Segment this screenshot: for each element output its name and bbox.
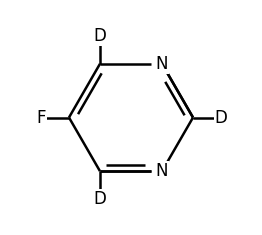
Text: F: F	[36, 109, 46, 126]
Text: D: D	[94, 190, 106, 208]
Text: N: N	[156, 162, 168, 180]
Text: D: D	[94, 27, 106, 45]
Text: N: N	[156, 55, 168, 73]
Text: D: D	[215, 109, 227, 126]
